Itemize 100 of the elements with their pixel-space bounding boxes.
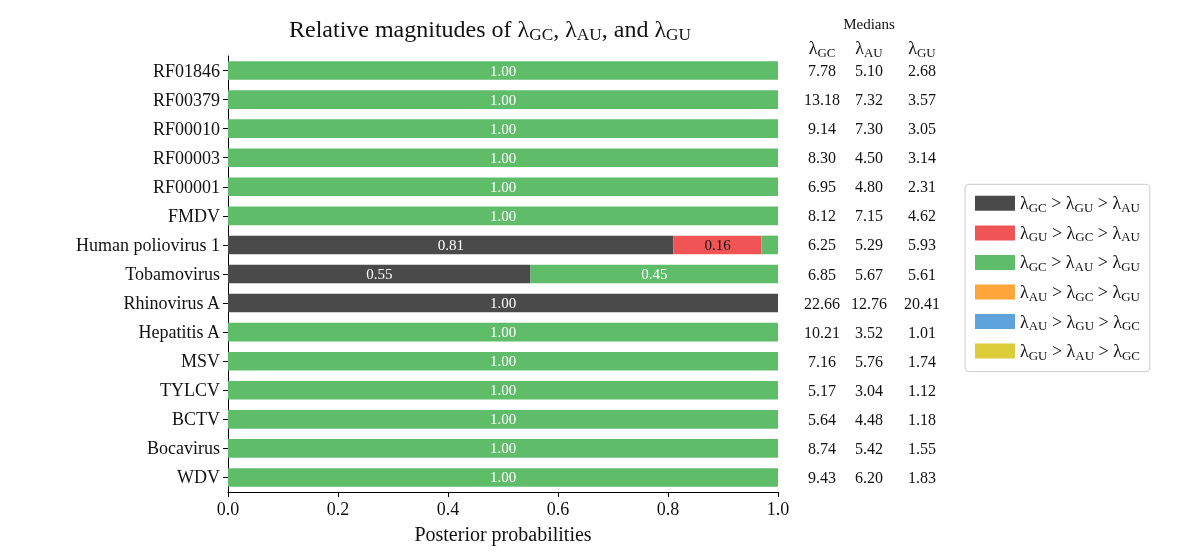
y-tick-label: RF00010	[152, 118, 220, 139]
y-tick-label: BCTV	[171, 409, 220, 430]
text: 7.32	[855, 91, 883, 109]
y-tick-label: TYLCV	[160, 380, 220, 401]
text: 7.30	[855, 120, 883, 138]
bar	[228, 177, 778, 197]
data-label: 0.55	[366, 266, 393, 282]
bar	[228, 351, 778, 371]
y-tick-label: Tobamovirus	[125, 264, 220, 284]
bar	[228, 264, 531, 284]
text: 7.78	[808, 62, 836, 80]
text: 3.05	[908, 120, 936, 138]
bar	[228, 235, 674, 255]
data-label: 1.00	[489, 295, 517, 312]
data-label: 0.16	[704, 236, 732, 253]
y-tick-label: Hepatitis A	[138, 322, 220, 343]
text: 4.80	[855, 178, 883, 196]
bar	[761, 235, 778, 255]
bar	[228, 322, 778, 342]
text: 22.66	[804, 294, 840, 312]
x-tick-label: 0.6	[546, 499, 570, 519]
text: 12.76	[851, 294, 887, 312]
text: 4.50	[855, 149, 883, 167]
y-tick-label: Bocavirus	[147, 438, 220, 459]
x-tick-label: 0.4	[436, 499, 460, 519]
bar	[530, 264, 778, 284]
text: 13.18	[804, 91, 840, 109]
text: 5.93	[908, 236, 936, 254]
y-tick-label: RF00379	[152, 89, 220, 110]
data-label: 1.00	[489, 120, 517, 137]
x-tick-label: 1.0	[766, 499, 790, 519]
text: 6.20	[855, 468, 883, 486]
y-tick-label: RF01846	[152, 60, 220, 81]
data-label: 1.00	[489, 149, 517, 166]
y-tick-label: FMDV	[167, 205, 220, 226]
text: 20.41	[904, 294, 940, 312]
text: 8.74	[808, 439, 836, 457]
x-axis-title: Posterior probabilities	[414, 523, 592, 546]
text: 1.74	[908, 352, 936, 370]
text: 5.10	[855, 62, 883, 80]
text: 5.42	[855, 439, 883, 457]
x-tick-label: 0.0	[216, 499, 240, 519]
y-tick-label: RF00001	[152, 176, 220, 197]
bar	[228, 206, 778, 226]
text: 3.57	[908, 91, 936, 109]
y-tick-label: WDV	[177, 467, 220, 488]
bar	[228, 119, 778, 138]
data-label: 1.00	[489, 62, 517, 79]
data-label: 1.00	[489, 207, 517, 224]
text: 3.14	[908, 149, 936, 167]
text: 6.85	[808, 265, 836, 283]
data-label: 1.00	[489, 353, 517, 370]
data-label: 1.00	[489, 382, 517, 399]
bar	[228, 293, 778, 313]
text: 5.67	[855, 265, 883, 283]
x-tick-label: 0.8	[656, 499, 680, 519]
y-tick-label: Rhinovirus A	[123, 293, 220, 314]
text: 7.16	[808, 352, 836, 370]
bar	[228, 61, 778, 80]
data-label: 0.45	[641, 266, 668, 282]
data-label: 1.00	[489, 178, 517, 195]
text: 5.17	[808, 381, 836, 399]
text: 7.15	[855, 207, 883, 225]
text: Medians	[843, 16, 895, 32]
text: 1.83	[908, 468, 936, 486]
data-label: 1.00	[489, 91, 517, 108]
text: 9.14	[808, 120, 836, 138]
data-label: 0.81	[437, 236, 464, 253]
text: 5.29	[855, 236, 883, 254]
bar	[228, 439, 778, 458]
text: 1.18	[908, 410, 936, 428]
data-label: 1.00	[489, 469, 517, 486]
y-tick-label: Human poliovirus 1	[76, 234, 220, 255]
text: 1.55	[908, 439, 936, 457]
text: 5.76	[855, 352, 883, 370]
text: 1.01	[908, 323, 936, 341]
text: 2.31	[908, 178, 936, 196]
data-label: 1.00	[489, 440, 517, 457]
text: 6.95	[808, 178, 836, 196]
text: 4.48	[855, 410, 883, 428]
text: 4.62	[908, 207, 936, 225]
text: 3.52	[855, 323, 883, 341]
bar	[228, 380, 778, 400]
text: 5.64	[808, 410, 836, 428]
text: 8.30	[808, 149, 836, 167]
text: 5.61	[908, 265, 936, 283]
data-label: 1.00	[489, 324, 517, 341]
text: 9.43	[808, 468, 836, 486]
text: 6.25	[808, 236, 836, 254]
text: 8.12	[808, 207, 836, 225]
y-tick-label: RF00003	[152, 147, 220, 168]
text: 3.04	[855, 381, 883, 399]
text: 2.68	[908, 62, 936, 80]
y-tick-label: MSV	[180, 351, 220, 372]
bar	[228, 410, 778, 429]
text: 10.21	[804, 323, 840, 341]
bar	[228, 148, 778, 168]
bar	[228, 90, 778, 109]
x-tick-label: 0.2	[326, 499, 350, 519]
data-label: 1.00	[489, 411, 517, 428]
